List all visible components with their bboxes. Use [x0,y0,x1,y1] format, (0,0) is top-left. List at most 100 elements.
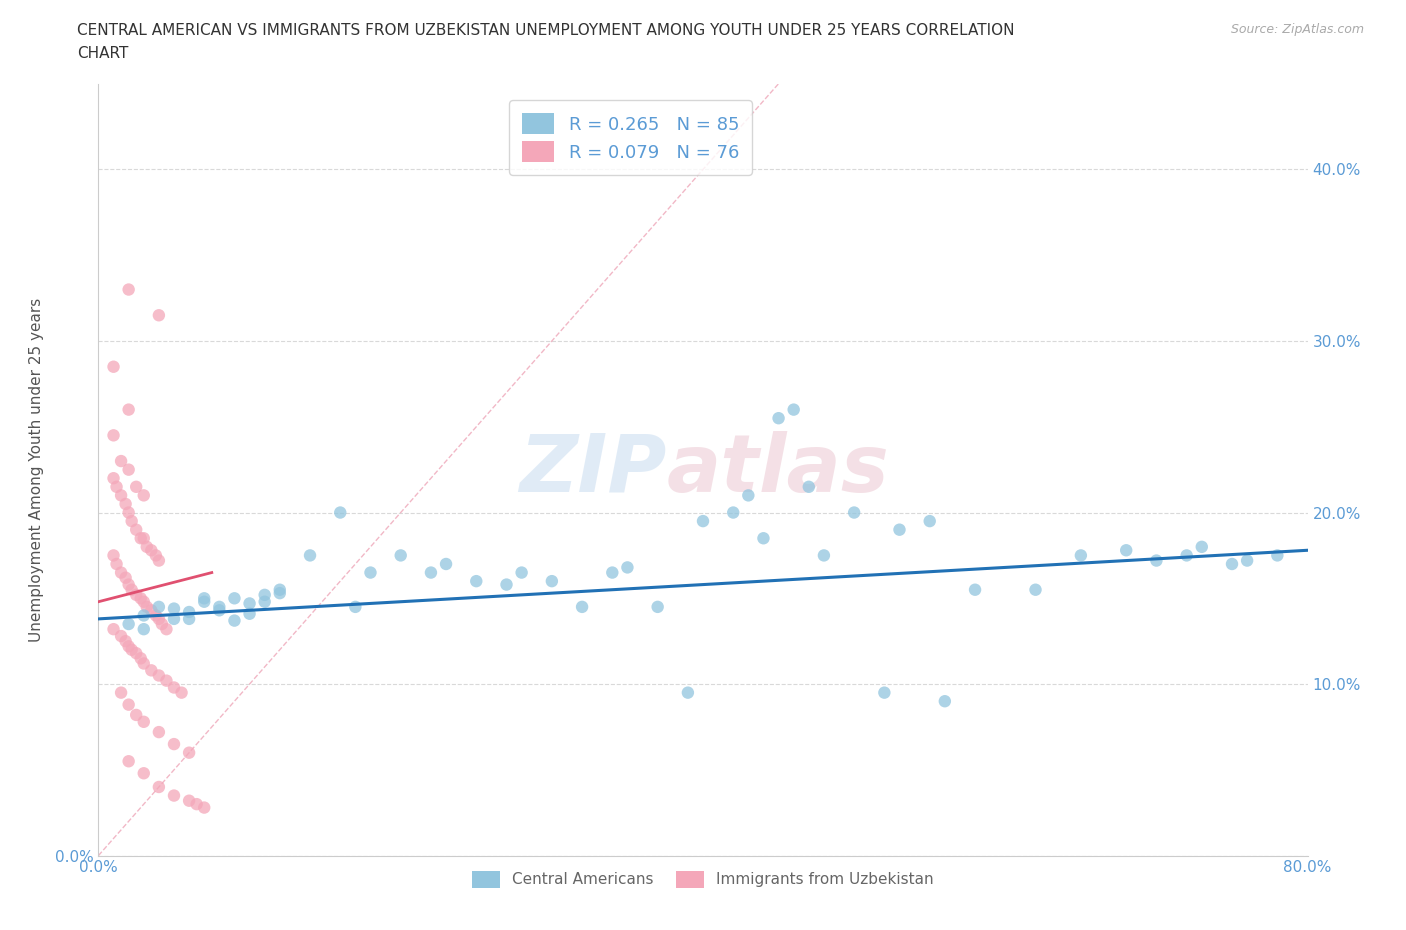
Point [253,588,276,603]
Point [193,594,215,609]
Point [420,565,443,580]
Point [110,454,132,469]
Point [125,645,148,660]
Point [269,586,291,601]
Point [135,600,157,615]
Point [132,714,155,729]
Point [723,505,745,520]
Point [125,523,148,538]
Point [224,613,246,628]
Point [110,488,132,503]
Point [121,513,143,528]
Point [1175,548,1198,563]
Point [965,582,987,597]
Point [110,685,132,700]
Point [495,578,517,592]
Point [1220,556,1243,571]
Point [155,622,177,637]
Point [844,505,866,520]
Point [141,543,163,558]
Point [148,611,170,626]
Point [103,359,125,374]
Point [129,651,152,666]
Text: CHART: CHART [77,46,129,60]
Point [389,548,412,563]
Point [118,578,141,592]
Point [132,531,155,546]
Point [329,505,352,520]
Point [110,565,132,580]
Point [510,565,533,580]
Point [571,600,593,615]
Point [1144,553,1167,568]
Point [121,582,143,597]
Point [110,629,132,644]
Point [239,606,262,621]
Point [114,497,136,512]
Point [1070,548,1092,563]
Point [344,600,367,615]
Point [434,556,457,571]
Point [616,560,638,575]
Point [163,601,186,616]
Point [103,428,125,443]
Point [118,639,141,654]
Point [125,479,148,494]
Point [360,565,382,580]
Point [239,596,262,611]
Point [129,531,152,546]
Point [118,617,141,631]
Point [873,685,896,700]
Point [163,611,186,626]
Point [1236,553,1258,568]
Point [103,548,125,563]
Point [193,800,215,815]
Point [813,548,835,563]
Text: ZIP: ZIP [519,431,666,509]
Point [1115,543,1137,558]
Point [540,574,562,589]
Legend: Central Americans, Immigrants from Uzbekistan: Central Americans, Immigrants from Uzbek… [467,864,939,895]
Point [148,779,170,794]
Point [105,479,128,494]
Y-axis label: Unemployment Among Youth under 25 years: Unemployment Among Youth under 25 years [28,298,44,642]
Point [118,462,141,477]
Text: Source: ZipAtlas.com: Source: ZipAtlas.com [1230,23,1364,36]
Point [125,708,148,723]
Point [797,479,820,494]
Point [163,788,186,803]
Point [132,622,155,637]
Point [135,539,157,554]
Point [170,685,193,700]
Point [783,402,806,417]
Point [692,513,714,528]
Point [193,591,215,605]
Point [148,600,170,615]
Point [224,591,246,605]
Point [179,745,201,760]
Point [132,488,155,503]
Point [163,680,186,695]
Point [163,737,186,751]
Point [103,471,125,485]
Point [918,513,941,528]
Point [103,622,125,637]
Point [132,594,155,609]
Point [105,556,128,571]
Point [148,553,170,568]
Point [602,565,624,580]
Point [148,308,170,323]
Point [889,523,911,538]
Point [132,765,155,780]
Point [132,608,155,623]
Point [125,588,148,603]
Point [269,582,291,597]
Point [208,600,231,615]
Point [118,698,141,712]
Point [148,724,170,739]
Point [465,574,488,589]
Point [145,608,167,623]
Point [186,797,208,812]
Point [141,663,163,678]
Point [737,488,759,503]
